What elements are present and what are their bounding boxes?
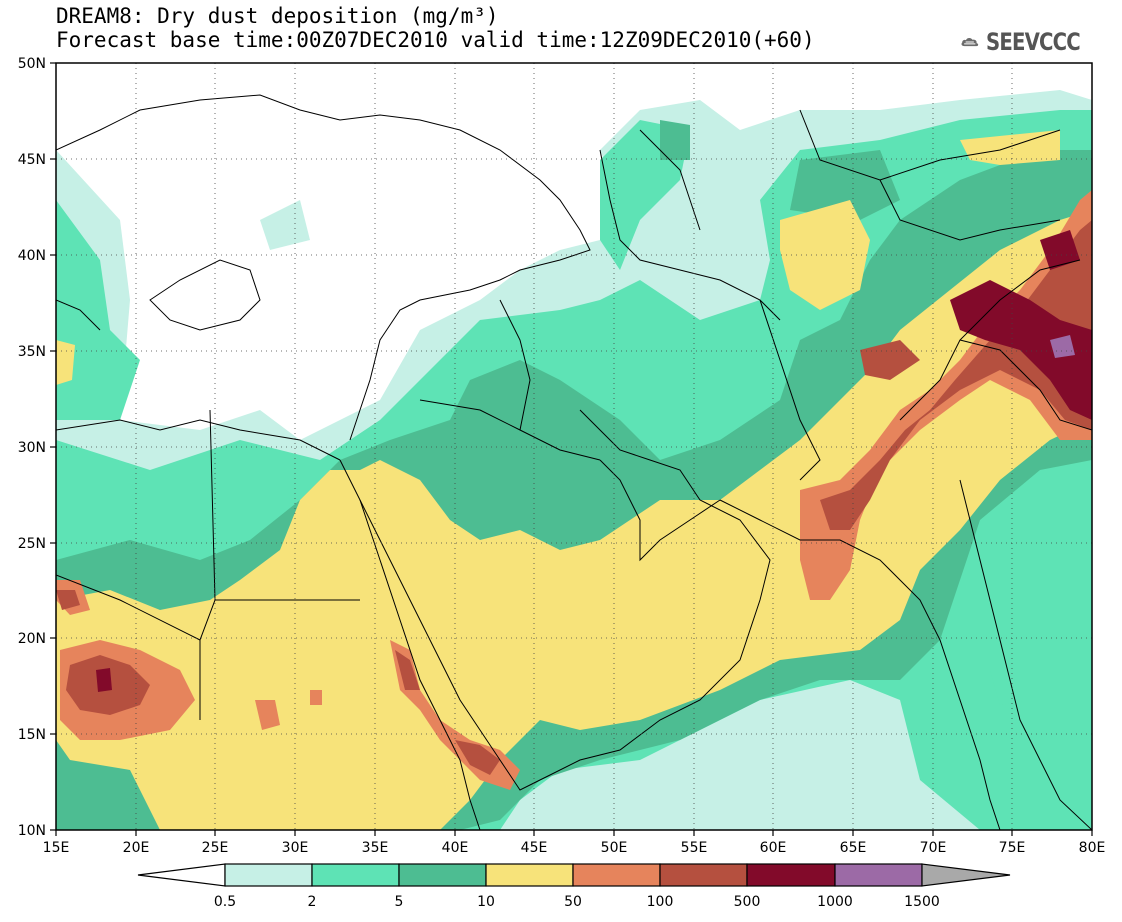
longitude-labels: 15E 20E 25E 30E 35E 40E 45E 50E 55E 60E …	[43, 840, 1106, 856]
lat-label: 50N	[18, 56, 46, 72]
lon-label: 30E	[282, 840, 309, 856]
colorbar-swatch	[398, 863, 487, 887]
lon-label: 25E	[202, 840, 229, 856]
colorbar-label: 100	[647, 894, 674, 910]
colorbar-label: 5	[395, 894, 404, 910]
colorbar	[137, 863, 1011, 887]
logo-text: SEEVCCC	[985, 28, 1081, 56]
lon-label: 40E	[442, 840, 469, 856]
colorbar-swatch	[311, 863, 400, 887]
map-title: DREAM8: Dry dust deposition (mg/m³)	[56, 4, 499, 28]
colorbar-label: 10	[477, 894, 495, 910]
lon-label: 80E	[1079, 840, 1106, 856]
lat-label: 40N	[18, 248, 46, 264]
lat-label: 15N	[18, 727, 46, 743]
colorbar-label: 1000	[817, 894, 853, 910]
lat-label: 25N	[18, 536, 46, 552]
colorbar-swatch	[746, 863, 836, 887]
colorbar-swatch	[224, 863, 313, 887]
latitude-labels: 10N 15N 20N 25N 30N 35N 40N 45N 50N	[18, 56, 46, 839]
coastlines-and-borders	[56, 94, 1092, 830]
lon-label: 60E	[760, 840, 787, 856]
colorbar-low-triangle	[137, 863, 226, 887]
seevccc-logo: SEEVCCC	[960, 22, 1100, 62]
lon-label: 75E	[999, 840, 1026, 856]
colorbar-swatch	[834, 863, 923, 887]
colorbar-label: 2	[308, 894, 317, 910]
lat-label: 10N	[18, 823, 46, 839]
cloud-icon	[961, 37, 979, 47]
lat-label: 30N	[18, 440, 46, 456]
colorbar-label: 50	[564, 894, 582, 910]
colorbar-swatch	[572, 863, 661, 887]
map-subtitle: Forecast base time:00Z07DEC2010 valid ti…	[56, 28, 815, 52]
colorbar-labels: 0.5 2 5 10 50 100 500 1000 1500	[214, 894, 940, 910]
colorbar-label: 1500	[904, 894, 940, 910]
lat-label: 35N	[18, 344, 46, 360]
lon-label: 15E	[43, 840, 70, 856]
lat-label: 20N	[18, 631, 46, 647]
lon-label: 70E	[920, 840, 947, 856]
lon-label: 55E	[681, 840, 708, 856]
lon-label: 35E	[362, 840, 389, 856]
colorbar-label: 500	[734, 894, 761, 910]
colorbar-high-triangle	[921, 863, 1011, 887]
colorbar-swatch	[485, 863, 574, 887]
lon-label: 50E	[601, 840, 628, 856]
deposition-contours	[56, 63, 1092, 830]
lon-label: 20E	[123, 840, 150, 856]
colorbar-label: 0.5	[214, 894, 236, 910]
lon-label: 65E	[840, 840, 867, 856]
contour-level-1000	[1050, 335, 1075, 358]
tick-marks	[50, 62, 1093, 836]
lat-label: 45N	[18, 152, 46, 168]
lon-label: 45E	[521, 840, 548, 856]
colorbar-swatch	[659, 863, 748, 887]
